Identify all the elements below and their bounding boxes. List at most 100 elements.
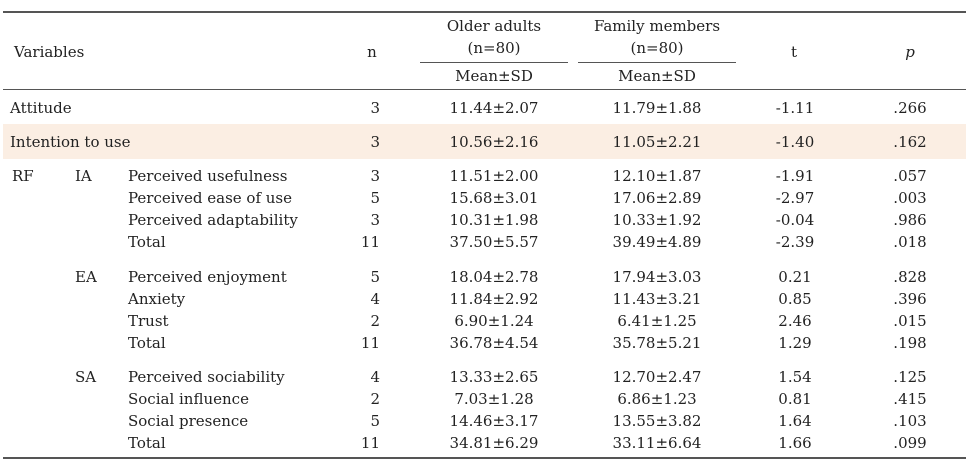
row-variable-label: Attitude [10,99,72,117]
older-adults-subrule [420,62,568,63]
row-p: .162 [893,133,927,151]
highlight-band-intention [3,124,966,159]
header-family-members-n: (n=80) [630,39,684,57]
bottom-rule [3,457,966,459]
header-older-adults-n: (n=80) [467,39,521,57]
row-group-label: IA [75,167,92,185]
row-p: .828 [893,268,927,286]
row-n: 11 [360,434,380,452]
row-older-mean-sd: 13.33±2.65 [449,368,539,386]
row-t: -1.40 [775,133,815,151]
row-family-mean-sd: 11.05±2.21 [612,133,702,151]
row-group-label: SA [75,368,97,386]
row-n: 4 [370,368,380,386]
row-older-mean-sd: 14.46±3.17 [449,412,539,430]
row-variable-label: Trust [128,312,169,330]
top-rule [3,11,966,13]
row-variable-label: Social presence [128,412,249,430]
row-older-mean-sd: 7.03±1.28 [454,390,534,408]
row-t: -0.04 [775,211,815,229]
header-mean-sd-older: Mean±SD [455,67,533,85]
row-family-mean-sd: 39.49±4.89 [612,233,702,251]
row-older-mean-sd: 11.44±2.07 [449,99,539,117]
header-variables: Variables [14,43,85,61]
row-family-mean-sd: 17.06±2.89 [612,189,702,207]
row-p: .396 [893,290,927,308]
row-p: .057 [893,167,927,185]
row-rf-label: RF [12,167,34,185]
header-bottom-rule [3,89,966,90]
row-t: -2.97 [775,189,815,207]
row-t: 1.29 [778,334,812,352]
row-p: .015 [893,312,927,330]
row-group-label: EA [75,268,97,286]
row-n: 2 [370,312,380,330]
row-variable-label: Total [128,434,166,452]
row-n: 11 [360,334,380,352]
header-older-adults: Older adults [446,17,542,35]
row-t: 0.21 [778,268,812,286]
header-mean-sd-family: Mean±SD [618,67,696,85]
row-family-mean-sd: 12.10±1.87 [612,167,702,185]
row-n: 2 [370,390,380,408]
header-t: t [790,43,798,61]
family-members-subrule [578,62,736,63]
row-variable-label: Intention to use [10,133,131,151]
row-older-mean-sd: 10.31±1.98 [449,211,539,229]
row-p: .198 [893,334,927,352]
row-p: .103 [893,412,927,430]
row-t: 0.85 [778,290,812,308]
row-t: -1.11 [775,99,815,117]
row-older-mean-sd: 10.56±2.16 [449,133,539,151]
row-t: 1.66 [778,434,812,452]
row-older-mean-sd: 34.81±6.29 [449,434,539,452]
row-family-mean-sd: 6.86±1.23 [617,390,697,408]
row-n: 3 [370,211,380,229]
row-variable-label: Total [128,334,166,352]
row-older-mean-sd: 6.90±1.24 [454,312,534,330]
row-p: .415 [893,390,927,408]
row-n: 4 [370,290,380,308]
header-p: p [905,43,915,61]
row-n: 3 [370,167,380,185]
row-variable-label: Perceived sociability [128,368,285,386]
row-n: 3 [370,99,380,117]
row-t: -1.91 [775,167,815,185]
row-older-mean-sd: 11.84±2.92 [449,290,539,308]
row-n: 3 [370,133,380,151]
row-n: 5 [370,412,380,430]
row-variable-label: Social influence [128,390,249,408]
row-older-mean-sd: 15.68±3.01 [449,189,539,207]
row-variable-label: Perceived usefulness [128,167,288,185]
row-p: .125 [893,368,927,386]
row-n: 11 [360,233,380,251]
row-family-mean-sd: 33.11±6.64 [612,434,702,452]
row-t: 1.54 [778,368,812,386]
row-p: .099 [893,434,927,452]
row-older-mean-sd: 37.50±5.57 [449,233,539,251]
header-n: n [367,43,377,61]
row-older-mean-sd: 36.78±4.54 [449,334,539,352]
row-variable-label: Total [128,233,166,251]
row-p: .266 [893,99,927,117]
row-family-mean-sd: 35.78±5.21 [612,334,702,352]
row-family-mean-sd: 17.94±3.03 [612,268,702,286]
row-t: 0.81 [778,390,812,408]
row-family-mean-sd: 6.41±1.25 [617,312,697,330]
row-family-mean-sd: 10.33±1.92 [612,211,702,229]
row-variable-label: Perceived adaptability [128,211,298,229]
row-t: 1.64 [778,412,812,430]
row-t: 2.46 [778,312,812,330]
row-n: 5 [370,268,380,286]
row-family-mean-sd: 11.43±3.21 [612,290,702,308]
row-p: .003 [893,189,927,207]
row-p: .986 [893,211,927,229]
row-family-mean-sd: 13.55±3.82 [612,412,702,430]
row-t: -2.39 [775,233,815,251]
row-variable-label: Perceived enjoyment [128,268,287,286]
row-n: 5 [370,189,380,207]
row-family-mean-sd: 11.79±1.88 [612,99,702,117]
row-variable-label: Perceived ease of use [128,189,293,207]
row-p: .018 [893,233,927,251]
header-family-members: Family members [593,17,721,35]
